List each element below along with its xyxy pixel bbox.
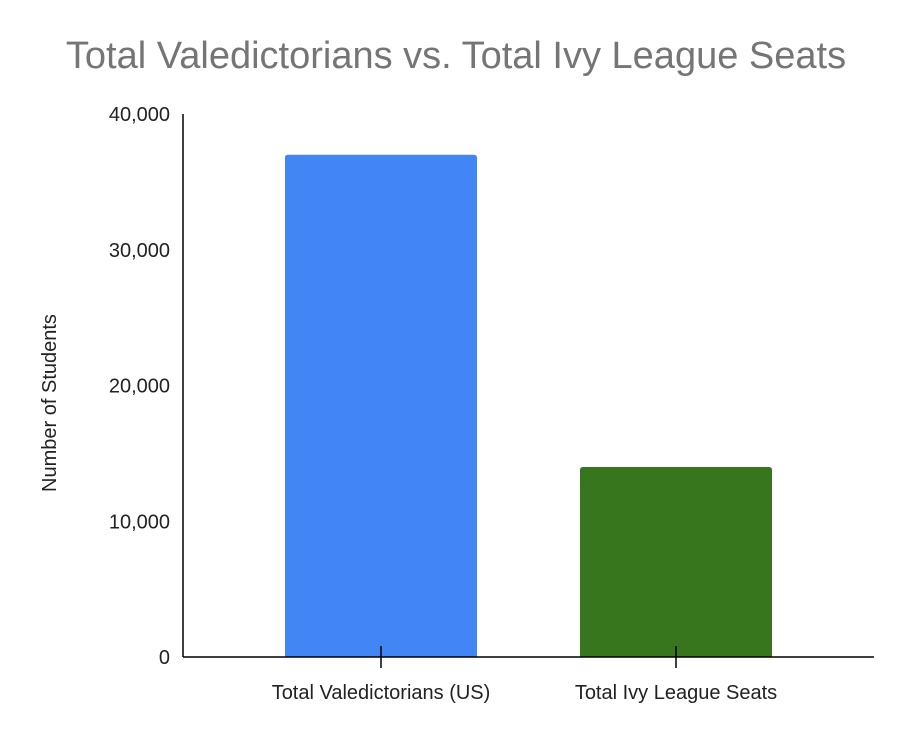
y-tick-label: 30,000 [109,240,170,262]
y-tick-label: 40,000 [109,104,170,126]
chart-title: Total Valedictorians vs. Total Ivy Leagu… [66,35,846,77]
bar [580,466,772,657]
x-tick-label: Total Ivy League Seats [575,682,777,704]
plot-area: 0 10,000 20,000 30,000 40,000 Total Valedicto… [109,104,874,704]
y-axis-label: Number of Students [39,314,61,492]
y-tick-label: 0 [159,647,170,669]
y-tick-label: 20,000 [109,376,170,398]
bar [285,154,477,657]
y-tick-label: 10,000 [109,511,170,533]
x-tick-label: Total Valedictorians (US) [272,682,491,704]
